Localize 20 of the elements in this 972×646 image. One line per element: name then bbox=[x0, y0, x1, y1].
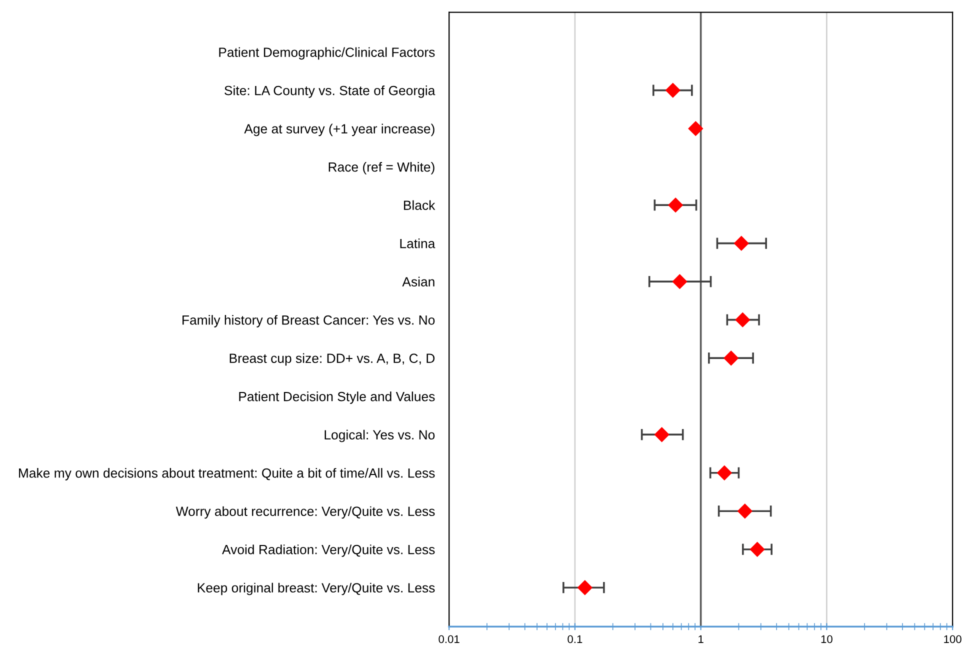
y-tick-label: Patient Decision Style and Values bbox=[239, 392, 435, 404]
x-tick-label: 1 bbox=[698, 635, 704, 644]
y-tick-label: Site: LA County vs. State of Georgia bbox=[224, 86, 436, 98]
y-tick-label: Race (ref = White) bbox=[328, 162, 434, 174]
y-tick-label: Patient Demographic/Clinical Factors bbox=[219, 47, 435, 60]
y-tick-label: Breast cup size: DD+ vs. A, B, C, D bbox=[230, 353, 435, 366]
y-tick-label: Make my own decisions about treatment: Quite a bit of time/All vs. Less bbox=[19, 468, 435, 480]
y-tick-label: Latina bbox=[400, 238, 436, 248]
y-tick-label: Black bbox=[404, 200, 436, 210]
x-tick-label: 0.01 bbox=[438, 635, 460, 644]
x-tick-label: 100 bbox=[944, 635, 962, 644]
y-tick-label: Family history of Breast Cancer: Yes vs. No bbox=[182, 315, 435, 328]
y-tick-label: Age at survey (+1 year increase) bbox=[244, 124, 434, 136]
x-tick-label: 0.1 bbox=[568, 635, 582, 644]
y-tick-label: Asian bbox=[402, 276, 434, 286]
y-tick-label: Worry about recurrence: Very/Quite vs. Less bbox=[176, 506, 435, 519]
y-tick-label: Avoid Radiation: Very/Quite vs. Less bbox=[222, 544, 435, 557]
y-tick-label: Keep original breast: Very/Quite vs. Less bbox=[198, 582, 435, 596]
x-tick-label: 10 bbox=[821, 635, 832, 644]
y-tick-label: Logical: Yes vs. No bbox=[324, 430, 435, 442]
